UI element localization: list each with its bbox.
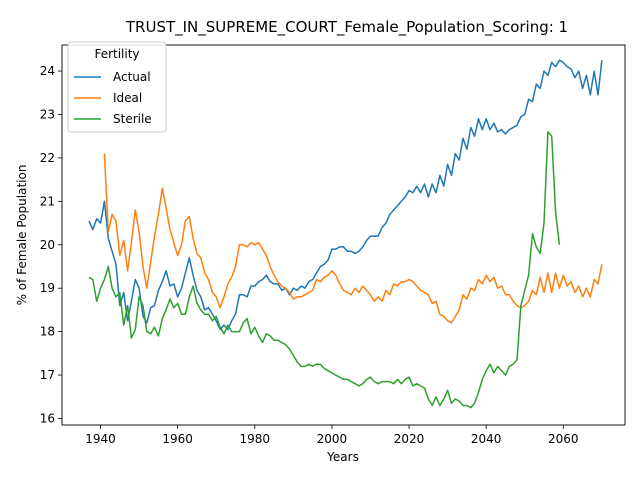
x-axis-label: Years — [326, 450, 359, 464]
x-axis: 1940 1960 1980 2000 2020 2040 2060 — [85, 425, 579, 446]
chart-title: TRUST_IN_SUPREME_COURT_Female_Population… — [125, 18, 568, 37]
y-tick-label: 16 — [40, 411, 55, 425]
x-tick-label: 1940 — [85, 432, 116, 446]
legend-label-actual: Actual — [113, 70, 151, 84]
legend-title: Fertility — [94, 47, 139, 61]
y-tick-label: 22 — [40, 151, 55, 165]
x-tick-label: 1960 — [162, 432, 193, 446]
y-axis: 16 17 18 19 20 21 22 23 24 — [40, 64, 62, 425]
y-tick-label: 18 — [40, 325, 55, 339]
legend-label-ideal: Ideal — [113, 91, 142, 105]
legend: Fertility Actual Ideal Sterile — [67, 41, 167, 133]
legend-label-sterile: Sterile — [113, 112, 152, 126]
y-tick-label: 24 — [40, 64, 55, 78]
series-line-ideal — [103, 153, 603, 324]
legend-box — [67, 41, 167, 133]
y-tick-label: 21 — [40, 194, 55, 208]
series-line-actual — [88, 59, 603, 331]
series-layer — [88, 59, 603, 409]
x-tick-label: 2000 — [317, 432, 348, 446]
y-tick-label: 20 — [40, 238, 55, 252]
y-tick-label: 23 — [40, 107, 55, 121]
y-axis-label: % of Female Population — [15, 165, 29, 306]
x-tick-label: 2060 — [548, 432, 579, 446]
y-tick-label: 17 — [40, 368, 55, 382]
x-tick-label: 2020 — [394, 432, 425, 446]
y-tick-label: 19 — [40, 281, 55, 295]
x-tick-label: 1980 — [240, 432, 271, 446]
x-tick-label: 2040 — [471, 432, 502, 446]
legend-entries: Actual Ideal Sterile — [74, 70, 152, 126]
series-line-sterile — [88, 131, 561, 409]
plot-area-frame — [61, 44, 626, 426]
